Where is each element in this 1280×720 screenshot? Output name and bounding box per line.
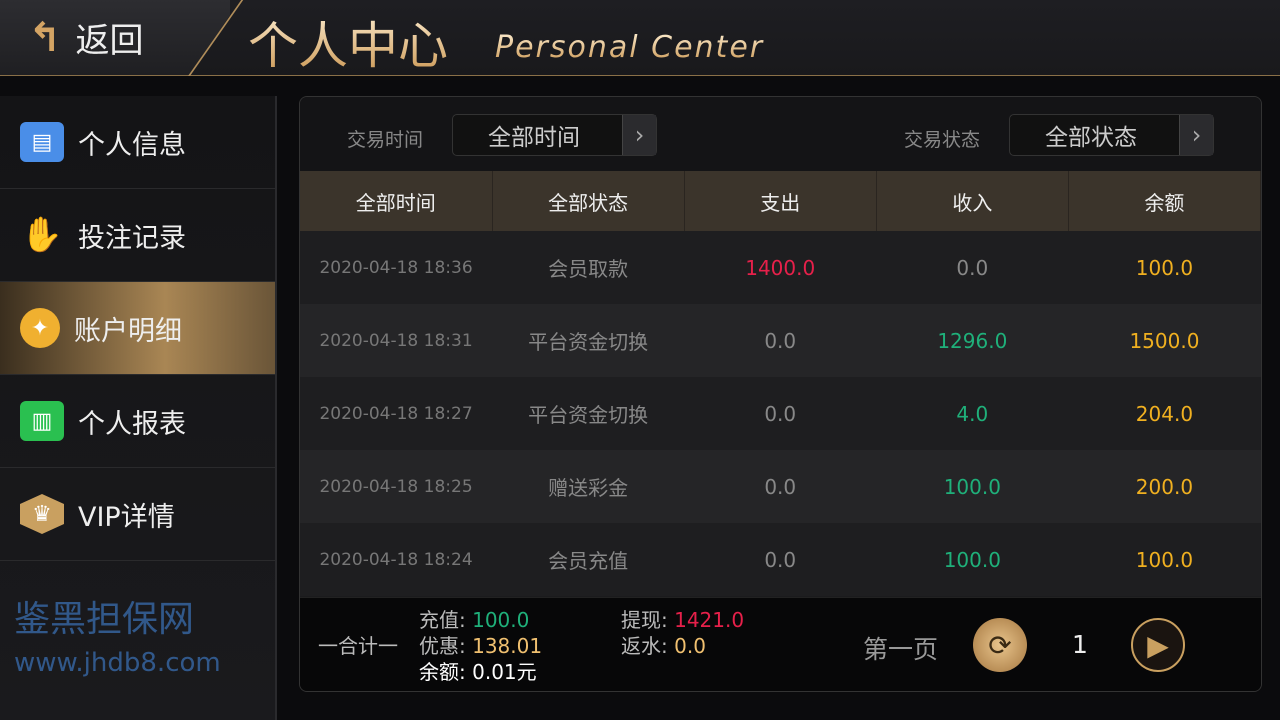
cell-status: 会员充值 bbox=[492, 523, 685, 596]
cell-status: 平台资金切换 bbox=[492, 377, 685, 450]
cell-time: 2020-04-18 18:31 bbox=[300, 304, 493, 377]
rebate-label: 返水: bbox=[621, 634, 668, 658]
current-page: 1 bbox=[1072, 630, 1088, 659]
time-filter-label: 交易时间 bbox=[347, 129, 424, 151]
diamond-coin-icon: ✦ bbox=[20, 308, 60, 348]
balance-value: 0.01元 bbox=[472, 660, 537, 684]
summary-footer: 一合计一 充值: 100.0 优惠: 138.01 余额: 0.01元 提现: … bbox=[300, 597, 1261, 691]
sidebar-item-bet-records[interactable]: ✋ 投注记录 bbox=[0, 189, 275, 282]
table-row: 2020-04-18 18:25 赠送彩金 0.0 100.0 200.0 bbox=[300, 450, 1261, 523]
cell-balance: 200.0 bbox=[1068, 450, 1261, 523]
cell-income: 4.0 bbox=[876, 377, 1069, 450]
cell-expense: 0.0 bbox=[684, 304, 877, 377]
rebate-value: 0.0 bbox=[674, 634, 706, 658]
status-filter-label: 交易状态 bbox=[904, 129, 981, 151]
sidebar-item-label: 个人信息 bbox=[78, 129, 186, 161]
cell-status: 平台资金切换 bbox=[492, 304, 685, 377]
bonus-label: 优惠: bbox=[419, 634, 466, 658]
time-filter-value: 全部时间 bbox=[488, 125, 580, 151]
header: ↰ 返回 个人中心 Personal Center bbox=[0, 0, 1280, 76]
cell-expense: 1400.0 bbox=[684, 231, 877, 304]
column-header-status: 全部状态 bbox=[492, 171, 685, 231]
bar-chart-icon: ▥ bbox=[20, 401, 64, 441]
page-title: 个人中心 bbox=[248, 6, 448, 78]
cell-time: 2020-04-18 18:24 bbox=[300, 523, 493, 596]
cell-time: 2020-04-18 18:36 bbox=[300, 231, 493, 304]
table-row: 2020-04-18 18:24 会员充值 0.0 100.0 100.0 bbox=[300, 523, 1261, 596]
table-row: 2020-04-18 18:36 会员取款 1400.0 0.0 100.0 bbox=[300, 231, 1261, 304]
summary-label: 一合计一 bbox=[318, 634, 398, 658]
chevron-right-icon[interactable]: › bbox=[622, 115, 656, 155]
withdraw-label: 提现: bbox=[621, 608, 668, 632]
filter-bar: 交易时间 全部时间 › 交易状态 全部状态 › bbox=[300, 97, 1261, 171]
column-header-income: 收入 bbox=[876, 171, 1069, 231]
account-details-panel: 交易时间 全部时间 › 交易状态 全部状态 › 全部时间 全部状态 支出 收入 余额… bbox=[299, 96, 1262, 692]
sidebar-item-reports[interactable]: ▥ 个人报表 bbox=[0, 375, 275, 468]
first-page-button[interactable]: 第一页 bbox=[863, 635, 939, 664]
column-header-balance: 余额 bbox=[1068, 171, 1261, 231]
cell-expense: 0.0 bbox=[684, 450, 877, 523]
withdraw-value: 1421.0 bbox=[674, 608, 745, 632]
refresh-button[interactable]: ⟳ bbox=[973, 618, 1027, 672]
page-subtitle: Personal Center bbox=[495, 30, 765, 65]
table-row: 2020-04-18 18:27 平台资金切换 0.0 4.0 204.0 bbox=[300, 377, 1261, 450]
back-button[interactable]: ↰ 返回 bbox=[0, 0, 230, 75]
balance-label: 余额: bbox=[419, 660, 466, 684]
transactions-table: 全部时间 全部状态 支出 收入 余额 2020-04-18 18:36 会员取款 1… bbox=[300, 171, 1261, 596]
status-filter-select[interactable]: 全部状态 › bbox=[1009, 114, 1214, 156]
bonus-value: 138.01 bbox=[472, 634, 543, 658]
cell-income: 100.0 bbox=[876, 450, 1069, 523]
cell-expense: 0.0 bbox=[684, 377, 877, 450]
sidebar-item-label: VIP详情 bbox=[78, 501, 175, 533]
cell-balance: 100.0 bbox=[1068, 523, 1261, 596]
cell-expense: 0.0 bbox=[684, 523, 877, 596]
chevron-right-icon[interactable]: › bbox=[1179, 115, 1213, 155]
sidebar-item-label: 个人报表 bbox=[78, 408, 186, 440]
sidebar-item-account-details[interactable]: ✦ 账户明细 bbox=[0, 282, 275, 375]
cell-balance: 204.0 bbox=[1068, 377, 1261, 450]
sidebar-item-vip[interactable]: ♛ VIP详情 bbox=[0, 468, 275, 561]
status-filter-value: 全部状态 bbox=[1045, 125, 1137, 151]
column-header-expense: 支出 bbox=[684, 171, 877, 231]
recharge-label: 充值: bbox=[419, 608, 466, 632]
sidebar-item-label: 账户明细 bbox=[74, 315, 182, 347]
cell-income: 0.0 bbox=[876, 231, 1069, 304]
cell-income: 1296.0 bbox=[876, 304, 1069, 377]
hand-icon: ✋ bbox=[20, 215, 64, 255]
table-row: 2020-04-18 18:31 平台资金切换 0.0 1296.0 1500.0 bbox=[300, 304, 1261, 377]
refresh-icon: ⟳ bbox=[988, 628, 1012, 662]
back-label: 返回 bbox=[75, 21, 144, 61]
sidebar-item-label: 投注记录 bbox=[78, 222, 186, 254]
play-arrow-icon: ▶ bbox=[1147, 628, 1169, 662]
recharge-value: 100.0 bbox=[472, 608, 530, 632]
cell-status: 赠送彩金 bbox=[492, 450, 685, 523]
cell-balance: 1500.0 bbox=[1068, 304, 1261, 377]
column-header-time: 全部时间 bbox=[300, 171, 493, 231]
vip-crown-icon: ♛ bbox=[20, 494, 64, 534]
cell-income: 100.0 bbox=[876, 523, 1069, 596]
cell-balance: 100.0 bbox=[1068, 231, 1261, 304]
back-arrow-icon: ↰ bbox=[28, 14, 62, 61]
cell-time: 2020-04-18 18:27 bbox=[300, 377, 493, 450]
time-filter-select[interactable]: 全部时间 › bbox=[452, 114, 657, 156]
sidebar: ▤ 个人信息 ✋ 投注记录 ✦ 账户明细 ▥ 个人报表 ♛ VIP详情 bbox=[0, 96, 277, 720]
id-card-icon: ▤ bbox=[20, 122, 64, 162]
sidebar-item-profile[interactable]: ▤ 个人信息 bbox=[0, 96, 275, 189]
next-page-button[interactable]: ▶ bbox=[1131, 618, 1185, 672]
cell-status: 会员取款 bbox=[492, 231, 685, 304]
cell-time: 2020-04-18 18:25 bbox=[300, 450, 493, 523]
